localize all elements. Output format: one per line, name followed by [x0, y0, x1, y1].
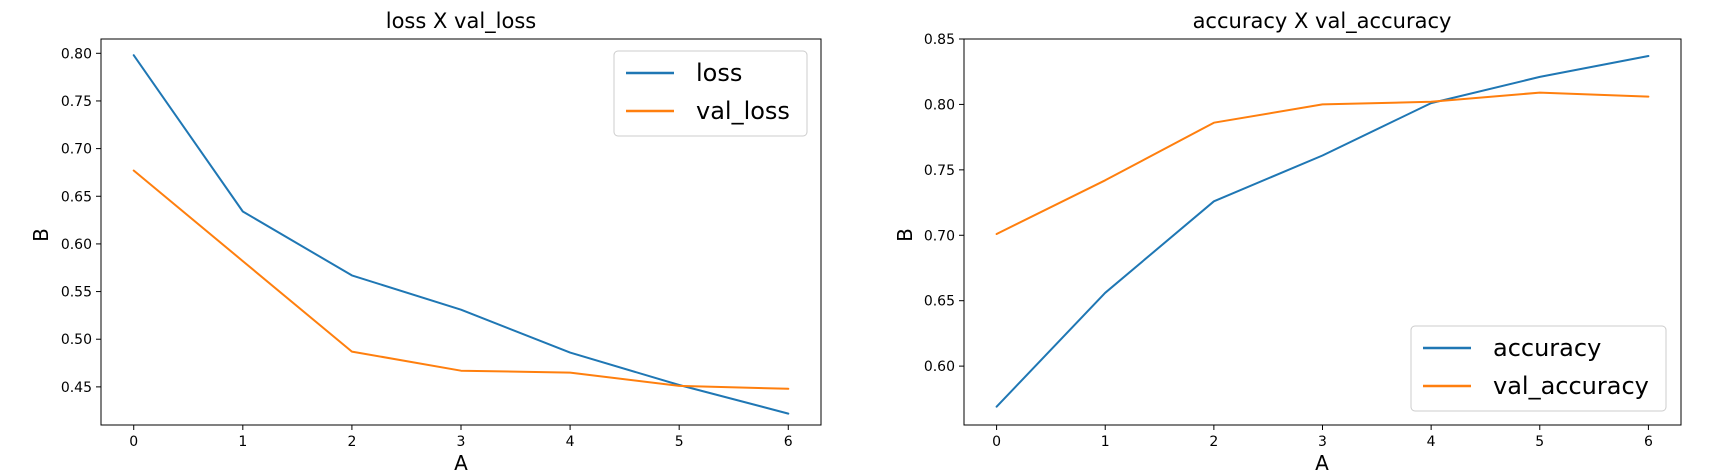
x-tick-label: 0 — [129, 434, 138, 450]
y-tick-label: 0.65 — [924, 294, 955, 310]
x-tick-label: 5 — [675, 434, 684, 450]
legend-label: loss — [696, 59, 742, 87]
series-line-val-loss — [132, 169, 790, 390]
y-tick-label: 0.45 — [61, 380, 92, 396]
y-tick-label: 0.60 — [61, 237, 92, 253]
y-tick-label: 0.80 — [924, 97, 955, 113]
y-tick-label: 0.60 — [924, 359, 955, 375]
x-tick-label: 3 — [1318, 434, 1327, 450]
y-tick-label: 0.70 — [61, 142, 92, 158]
legend-label: val_loss — [696, 97, 790, 125]
x-tick-label: 1 — [1101, 434, 1110, 450]
x-tick-label: 0 — [992, 434, 1001, 450]
x-tick-label: 6 — [784, 434, 793, 450]
y-tick-label: 0.70 — [924, 228, 955, 244]
chart-title: loss X val_loss — [386, 9, 537, 34]
y-tick-label: 0.65 — [61, 189, 92, 205]
series-line-val-accuracy — [995, 91, 1650, 235]
legend-label: val_accuracy — [1493, 372, 1649, 400]
x-tick-label: 3 — [457, 434, 466, 450]
loss-chart: loss X val_loss A B 0 1 2 3 4 5 6 0.45 0.50 0.55… — [29, 9, 822, 475]
y-tick-label: 0.55 — [61, 285, 92, 301]
legend: accuracy val_accuracy — [1410, 325, 1667, 412]
x-tick-label: 4 — [1427, 434, 1436, 450]
x-axis-label: A — [1315, 451, 1329, 475]
x-tick-label: 6 — [1644, 434, 1653, 450]
y-tick-label: 0.85 — [924, 32, 955, 48]
x-tick-label: 2 — [1209, 434, 1218, 450]
y-tick-label: 0.75 — [924, 163, 955, 179]
y-tick-label: 0.75 — [61, 94, 92, 110]
y-axis-label: B — [893, 228, 917, 242]
x-tick-label: 1 — [238, 434, 247, 450]
x-tick-label: 2 — [347, 434, 356, 450]
accuracy-chart: accuracy X val_accuracy A B 0 1 2 3 4 5 6 0.60… — [893, 9, 1682, 475]
y-axis-label: B — [29, 228, 53, 242]
legend-box — [1410, 325, 1667, 412]
legend: loss val_loss — [613, 50, 808, 137]
x-axis-label: A — [454, 451, 468, 475]
y-tick-label: 0.80 — [61, 46, 92, 62]
x-tick-label: 5 — [1535, 434, 1544, 450]
series-line-accuracy — [995, 55, 1650, 408]
x-tick-label: 4 — [566, 434, 575, 450]
legend-label: accuracy — [1493, 334, 1601, 362]
y-tick-label: 0.50 — [61, 332, 92, 348]
chart-title: accuracy X val_accuracy — [1193, 9, 1452, 34]
